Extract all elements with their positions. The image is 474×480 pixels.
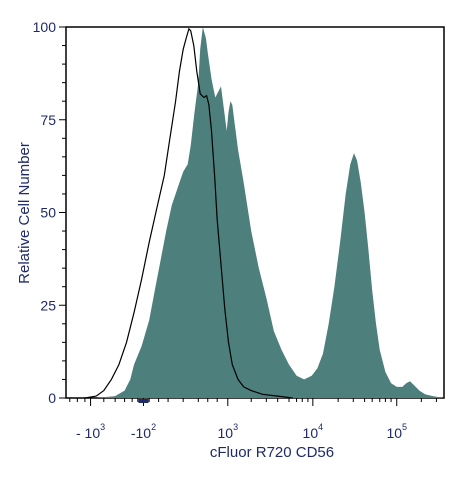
y-tick-label: 50 <box>40 205 56 221</box>
axis-zero-marker <box>138 399 149 403</box>
x-tick-label: 105 <box>386 422 407 441</box>
y-axis-ticks: 0 25 50 75 100 <box>33 19 66 406</box>
y-tick-label: 25 <box>40 297 56 313</box>
y-axis-label: Relative Cell Number <box>16 142 33 284</box>
x-axis-ticks: - 103 -102 103 104 105 <box>69 398 437 441</box>
y-tick-label: 0 <box>48 390 56 406</box>
control-histogram-outline <box>84 27 293 399</box>
y-tick-label: 75 <box>40 112 56 128</box>
x-tick-label: 104 <box>303 422 324 441</box>
x-axis-label: cFluor R720 CD56 <box>210 444 334 461</box>
x-tick-label: -102 <box>131 422 156 441</box>
x-tick-label: 103 <box>217 422 238 441</box>
x-tick-label: - 103 <box>76 422 105 441</box>
y-tick-label: 100 <box>33 19 57 35</box>
series-layer <box>84 27 444 399</box>
sample-histogram <box>96 27 444 398</box>
